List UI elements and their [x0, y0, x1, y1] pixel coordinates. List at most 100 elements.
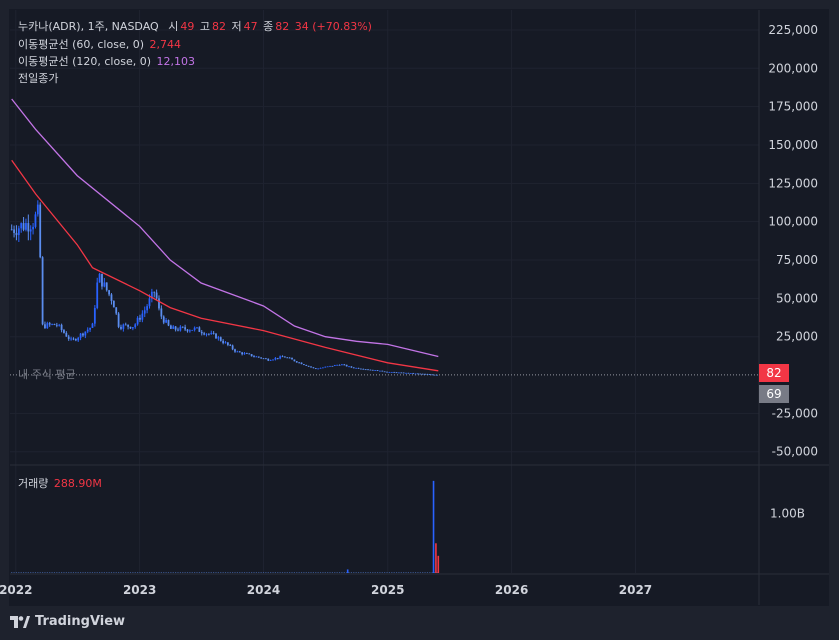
candle-body	[374, 370, 377, 371]
candle-body	[345, 364, 348, 367]
candle-body	[169, 325, 172, 329]
candle-body	[200, 331, 203, 334]
candle-body	[77, 337, 80, 341]
candle-body	[405, 372, 407, 374]
candle-body	[103, 282, 106, 287]
ma60-legend[interactable]: 이동평균선 (60, close, 0) 2,744	[18, 36, 183, 52]
candle-body	[22, 223, 25, 230]
candle-body	[383, 371, 386, 373]
candle-body	[302, 364, 305, 365]
ma60-line	[11, 159, 439, 372]
candle-body	[386, 371, 388, 373]
candle-body	[234, 349, 236, 352]
candle-body	[29, 229, 32, 232]
candle-body	[426, 374, 429, 375]
candle-body	[324, 366, 327, 368]
candle-body	[108, 290, 110, 295]
candle-body	[272, 359, 274, 361]
candle-body	[376, 370, 379, 371]
candle-body	[236, 351, 239, 353]
candle-body	[400, 372, 403, 374]
volume-legend[interactable]: 거래량 288.90M	[18, 475, 104, 491]
candle-body	[338, 364, 341, 366]
candle-body	[117, 313, 120, 327]
y-tick-label: 175,000	[768, 100, 818, 114]
candle-body	[13, 229, 15, 233]
candle-body	[129, 326, 132, 329]
candle-body	[27, 223, 30, 232]
candle-body	[167, 320, 170, 326]
candle-body	[136, 317, 139, 325]
candle-body	[262, 358, 265, 360]
candle-body	[371, 369, 374, 371]
candle-body	[39, 204, 42, 258]
candle-body	[395, 372, 398, 374]
candle-body	[127, 324, 130, 327]
candle-body	[141, 313, 144, 320]
candle-body	[198, 327, 201, 332]
x-tick-label: 2022	[0, 583, 32, 597]
tradingview-logo[interactable]: TradingView	[10, 614, 125, 629]
prev-close-legend[interactable]: 전일종가	[18, 70, 60, 86]
candle-body	[226, 342, 229, 345]
candle-body	[250, 354, 253, 357]
candle-body	[255, 356, 258, 358]
y-tick-label: 50,000	[776, 291, 818, 305]
candle-body	[231, 345, 234, 350]
candle-body	[134, 324, 137, 328]
high-label: 고	[199, 20, 210, 33]
y-tick-label: 25,000	[776, 330, 818, 344]
candle-body	[203, 333, 206, 335]
candle-body	[34, 214, 37, 227]
open-label: 시	[168, 20, 179, 33]
candle-body	[312, 367, 315, 369]
x-tick-label: 2024	[247, 583, 280, 597]
candle-body	[409, 373, 412, 374]
candle-body	[390, 372, 393, 373]
candle-body	[177, 329, 179, 331]
axes: 225,000 200,000 175,000 150,000 125,000 100,0…	[0, 10, 829, 605]
ma120-legend[interactable]: 이동평균선 (120, close, 0) 12,103	[18, 53, 197, 69]
candle-body	[110, 294, 113, 301]
grid	[10, 10, 759, 573]
candle-body	[319, 367, 322, 369]
last-price-tag: 82	[759, 364, 789, 382]
candle-body	[369, 369, 372, 371]
candle-body	[412, 373, 415, 374]
candle-body	[179, 326, 182, 331]
candle-body	[98, 273, 101, 283]
candle-body	[53, 323, 56, 325]
tradingview-icon	[10, 615, 30, 628]
candle-body	[341, 364, 343, 366]
candle-body	[215, 333, 217, 339]
candle-body	[112, 300, 115, 308]
candle-body	[329, 365, 331, 367]
candle-body	[58, 324, 61, 326]
candle-body	[48, 323, 51, 325]
candle-body	[436, 374, 438, 376]
candle-body	[91, 323, 94, 328]
ma120-line	[11, 98, 439, 358]
candle-body	[283, 356, 286, 358]
candle-body	[222, 340, 225, 344]
close-label: 종	[263, 20, 274, 33]
chart-area[interactable]	[9, 9, 829, 606]
y-tick-label: 125,000	[768, 176, 818, 190]
candle-body	[46, 323, 49, 329]
candle-body	[402, 372, 405, 374]
candle-body	[298, 362, 301, 364]
candle-body	[352, 367, 355, 369]
close-value: 82	[275, 20, 290, 33]
candle-body	[350, 366, 353, 368]
candle-body	[367, 369, 369, 371]
candle-body	[381, 370, 384, 372]
candle-body	[184, 327, 187, 330]
candle-body	[93, 308, 96, 324]
candle-body	[393, 372, 396, 373]
candle-body	[407, 372, 410, 374]
candle-body	[421, 373, 424, 375]
ma60-value: 2,744	[149, 38, 182, 51]
candle-body	[322, 367, 324, 369]
candle-body	[276, 357, 279, 359]
